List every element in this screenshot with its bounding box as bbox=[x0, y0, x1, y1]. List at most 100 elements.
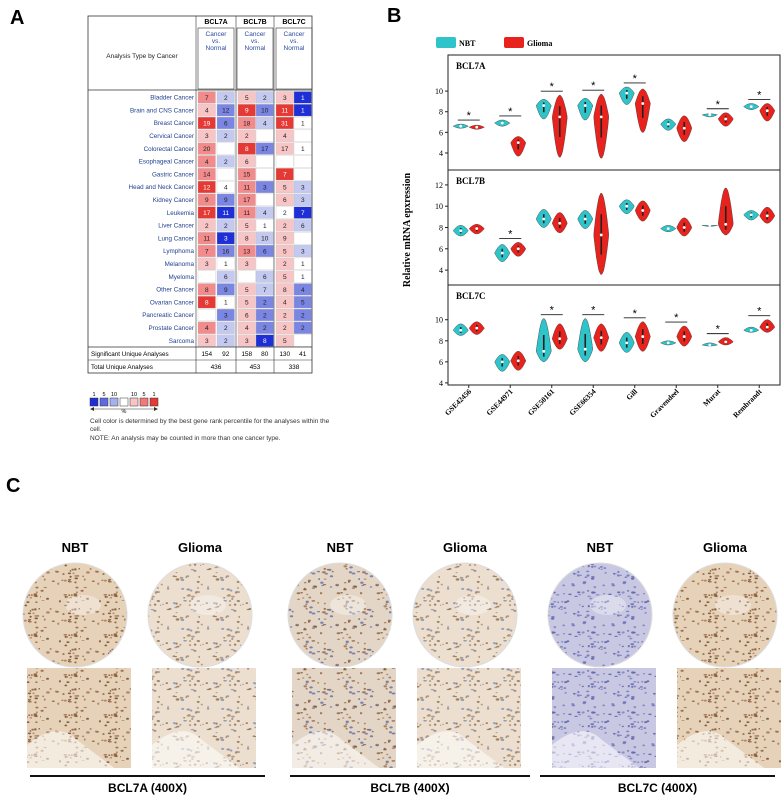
legend-tick: 10 bbox=[131, 392, 137, 398]
heat-cell bbox=[275, 283, 294, 296]
heat-cell bbox=[255, 219, 274, 232]
cell-value: 1 bbox=[301, 274, 305, 281]
heat-cell bbox=[197, 219, 216, 232]
heat-cell bbox=[275, 91, 294, 104]
heat-cell bbox=[293, 155, 312, 168]
cell-value: 14 bbox=[203, 172, 211, 179]
heat-cell bbox=[197, 193, 216, 206]
heat-cell bbox=[216, 296, 235, 309]
heat-cell bbox=[237, 91, 256, 104]
x-tick-label: Gravendeel bbox=[648, 387, 681, 420]
y-tick-label: 6 bbox=[439, 358, 443, 367]
heat-cell bbox=[293, 257, 312, 270]
cell-value: 12 bbox=[222, 108, 230, 115]
heat-cell bbox=[293, 193, 312, 206]
summary-value: 154 bbox=[201, 351, 212, 358]
heat-cell bbox=[197, 321, 216, 334]
heat-cell bbox=[237, 308, 256, 322]
cell-value: 4 bbox=[283, 133, 287, 140]
tissue-core bbox=[547, 562, 653, 668]
median-dot bbox=[641, 335, 645, 338]
heat-cell bbox=[216, 257, 235, 270]
tissue-gap bbox=[715, 595, 751, 615]
heat-cell bbox=[216, 180, 235, 194]
heat-cell bbox=[237, 232, 256, 245]
heat-cell bbox=[216, 206, 235, 219]
cell-value: 16 bbox=[222, 248, 230, 255]
cell-value: 5 bbox=[245, 287, 249, 294]
legend-swatch bbox=[109, 397, 119, 407]
cell-value: 6 bbox=[224, 274, 228, 281]
subheader: Cancer vs. Normal bbox=[284, 31, 306, 52]
median-dot bbox=[666, 227, 670, 230]
subheader-box bbox=[236, 27, 274, 90]
heat-cell bbox=[255, 308, 274, 322]
heat-cell bbox=[293, 232, 312, 245]
cell-value: 13 bbox=[243, 248, 251, 255]
micrograph-gap bbox=[417, 731, 507, 770]
median-dot bbox=[475, 227, 479, 230]
median-dot bbox=[724, 117, 728, 121]
cell-value: 4 bbox=[205, 108, 209, 115]
cell-value: 1 bbox=[301, 108, 305, 115]
heat-cell bbox=[275, 244, 294, 258]
cell-value: 11 bbox=[243, 184, 250, 191]
row-label: Breast Cancer bbox=[154, 120, 194, 127]
heat-cell bbox=[293, 283, 312, 296]
heat-cell bbox=[255, 129, 274, 142]
cell-value: 6 bbox=[263, 248, 267, 255]
heat-cell bbox=[275, 334, 294, 347]
note: NOTE: An analysis may be counted in more… bbox=[90, 435, 281, 442]
sig-star: * bbox=[674, 312, 679, 324]
sig-star: * bbox=[633, 308, 638, 320]
heat-cell bbox=[237, 104, 256, 117]
y-tick-label: 10 bbox=[435, 202, 443, 211]
legend-tick: 5 bbox=[102, 392, 105, 398]
heat-cell bbox=[255, 334, 274, 347]
median-dot bbox=[749, 213, 753, 217]
median-dot bbox=[682, 126, 686, 130]
heat-cell bbox=[275, 193, 294, 206]
heat-cell bbox=[293, 206, 312, 219]
heat-cell bbox=[216, 308, 235, 322]
median-dot bbox=[516, 141, 520, 145]
row-label: Other Cancer bbox=[156, 287, 194, 294]
row-label: Head and Neck Cancer bbox=[129, 184, 194, 191]
median-dot bbox=[641, 102, 645, 105]
heat-cell bbox=[197, 206, 216, 219]
y-tick-label: 12 bbox=[435, 181, 443, 190]
median-dot bbox=[459, 124, 463, 128]
cell-value: 2 bbox=[224, 95, 228, 102]
sig-star: * bbox=[508, 228, 513, 240]
column-heading: NBT bbox=[587, 540, 614, 555]
summary-value: 158 bbox=[241, 351, 252, 358]
median-dot bbox=[542, 104, 546, 107]
heat-cell bbox=[237, 129, 256, 142]
heat-cell bbox=[237, 270, 256, 283]
legend-swatch bbox=[149, 397, 159, 407]
row-label: Ovarian Cancer bbox=[150, 299, 194, 306]
cell-value: 2 bbox=[224, 325, 228, 332]
cell-value: 31 bbox=[281, 120, 289, 127]
median-dot bbox=[749, 328, 753, 332]
cell-value: 9 bbox=[245, 108, 249, 115]
cell-value: 2 bbox=[263, 312, 267, 319]
cell-value: 17 bbox=[243, 197, 251, 204]
row-label: Bladder Cancer bbox=[150, 95, 194, 102]
heat-cell bbox=[255, 296, 274, 309]
cell-value: 8 bbox=[205, 287, 209, 294]
tissue-core bbox=[287, 562, 393, 668]
heat-cell bbox=[216, 168, 235, 181]
cell-value: 3 bbox=[245, 338, 249, 345]
summary-value: 41 bbox=[299, 351, 307, 358]
median-dot bbox=[666, 122, 670, 126]
heat-cell bbox=[237, 257, 256, 270]
cell-value: 4 bbox=[263, 210, 267, 217]
cell-value: 7 bbox=[301, 210, 305, 217]
sig-star: * bbox=[716, 324, 721, 336]
heat-cell bbox=[293, 244, 312, 258]
cell-value: 2 bbox=[224, 338, 228, 345]
cell-value: 6 bbox=[263, 274, 267, 281]
cell-value: 5 bbox=[245, 223, 249, 230]
summary-label: Total Unique Analyses bbox=[91, 364, 153, 371]
